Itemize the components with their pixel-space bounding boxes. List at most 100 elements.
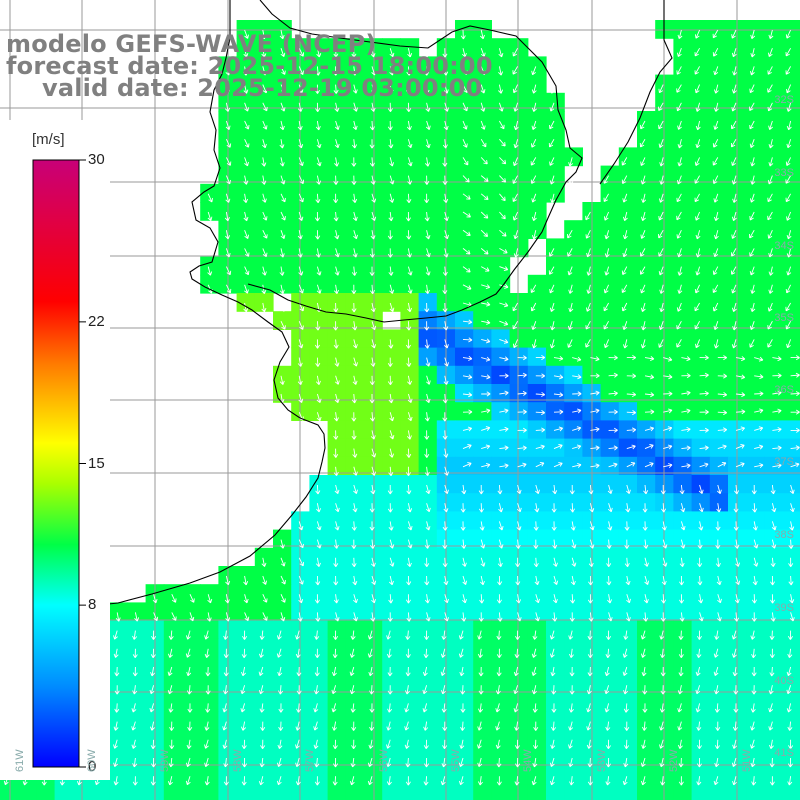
wind-arrow [771, 521, 777, 531]
wind-cell [309, 365, 329, 385]
wind-arrow [694, 29, 701, 39]
wind-cell [691, 657, 711, 676]
wind-arrow [333, 302, 339, 313]
wind-cell [546, 129, 565, 148]
wind-arrow [480, 48, 486, 57]
wind-cell [418, 475, 438, 494]
latitude-label: 34S [774, 240, 794, 252]
wind-cell [400, 620, 420, 640]
wind-arrow [132, 685, 138, 695]
wind-arrow [712, 157, 719, 166]
wind-cell [236, 748, 256, 767]
wind-cell [236, 220, 256, 239]
wind-cell [546, 566, 565, 585]
wind-arrow [587, 648, 593, 659]
wind-arrow [586, 703, 592, 713]
wind-cell [0, 784, 19, 800]
wind-cell [109, 729, 128, 749]
wind-arrow [512, 211, 519, 221]
wind-arrow [749, 248, 755, 257]
wind-arrow [314, 339, 320, 349]
wind-arrow [442, 430, 448, 440]
wind-arrow [298, 321, 304, 330]
wind-cell [691, 56, 711, 76]
wind-arrow [425, 139, 431, 149]
wind-cell [655, 384, 674, 403]
wind-arrow [568, 648, 574, 658]
wind-cell [764, 529, 784, 549]
wind-arrow [731, 230, 737, 239]
wind-arrow [549, 157, 555, 166]
wind-arrow [768, 120, 773, 130]
wind-arrow [768, 139, 774, 149]
wind-cell [327, 365, 347, 385]
wind-arrow [730, 120, 737, 130]
wind-arrow [405, 84, 411, 94]
wind-arrow [663, 463, 673, 469]
wind-arrow [788, 539, 794, 549]
wind-cell [509, 529, 529, 549]
wind-arrow [550, 666, 556, 677]
wind-arrow [498, 66, 504, 76]
wind-cell [655, 165, 674, 185]
wind-cell [491, 657, 511, 676]
wind-cell [637, 566, 656, 585]
wind-cell [709, 675, 729, 694]
wind-arrow [698, 521, 704, 531]
wind-cell [564, 256, 583, 276]
wind-cell [618, 384, 638, 403]
wind-arrow [789, 612, 795, 622]
wind-cell [382, 602, 401, 622]
wind-cell [691, 693, 711, 713]
wind-arrow [699, 391, 709, 397]
wind-cell [236, 238, 256, 258]
wind-arrow [713, 84, 719, 94]
wind-arrow [662, 539, 668, 549]
wind-arrow [480, 138, 487, 148]
latitude-label: 39S [774, 602, 794, 614]
wind-arrow [440, 648, 446, 658]
wind-cell [655, 766, 674, 785]
wind-cell [400, 402, 420, 421]
wind-cell [418, 620, 438, 640]
wind-cell [618, 238, 638, 258]
wind-arrow [730, 138, 737, 148]
wind-cell [691, 147, 711, 167]
wind-cell [382, 274, 401, 294]
wind-cell [400, 420, 420, 440]
wind-arrow [333, 630, 339, 640]
wind-arrow [734, 612, 740, 622]
wind-arrow [443, 321, 449, 331]
wind-cell [746, 347, 765, 367]
wind-arrow [462, 211, 471, 218]
wind-cell [782, 711, 800, 731]
latitude-label: 33S [774, 167, 794, 179]
wind-cell [273, 56, 292, 76]
wind-arrow [169, 721, 175, 731]
wind-arrow [298, 266, 304, 276]
wind-cell [618, 420, 638, 440]
wind-arrow [297, 357, 303, 367]
wind-arrow [262, 594, 268, 603]
wind-arrow [462, 409, 473, 415]
wind-cell [546, 675, 565, 694]
wind-cell [364, 384, 383, 403]
wind-arrow [658, 139, 664, 148]
wind-cell [382, 238, 401, 258]
wind-arrow [768, 721, 774, 731]
wind-cell [327, 748, 347, 767]
wind-cell [491, 220, 511, 239]
wind-arrow [770, 575, 775, 586]
wind-arrow [749, 66, 755, 76]
wind-arrow [461, 557, 467, 567]
wind-cell [400, 456, 420, 476]
wind-arrow [749, 102, 755, 111]
wind-arrow [663, 374, 673, 380]
wind-cell [345, 311, 365, 330]
wind-arrow [750, 739, 755, 749]
wind-arrow [132, 757, 138, 768]
wind-arrow [243, 594, 249, 604]
wind-arrow [572, 391, 582, 397]
wind-arrow [443, 120, 449, 131]
